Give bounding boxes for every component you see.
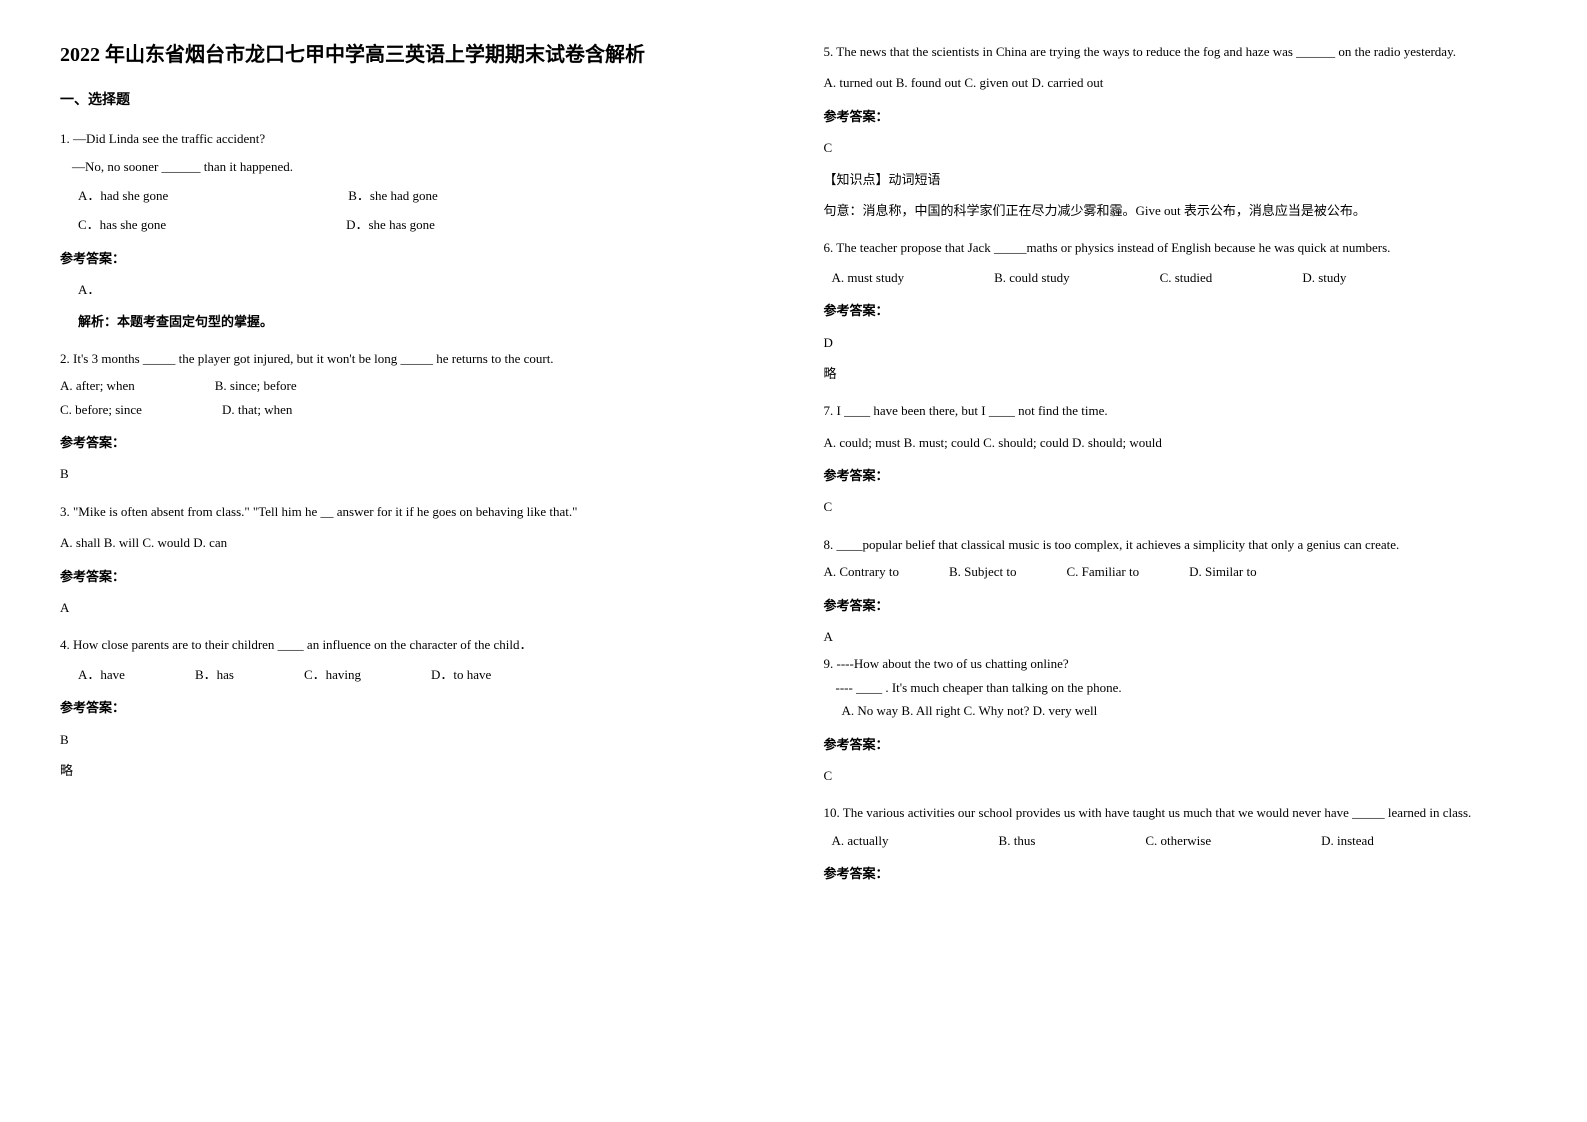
q4-optD: D．to have [431, 663, 491, 686]
q7-line1: 7. I ____ have been there, but I ____ no… [824, 399, 1528, 422]
q4-optA: A．have [78, 663, 125, 686]
q7-answer-label: 参考答案： [824, 464, 1528, 487]
q9-answer-label: 参考答案： [824, 733, 1528, 756]
q9-options: A. No way B. All right C. Why not? D. ve… [842, 699, 1528, 722]
q5-line1: 5. The news that the scientists in China… [824, 40, 1528, 63]
q4-optC: C．having [304, 663, 361, 686]
q8-answer-label: 参考答案： [824, 594, 1528, 617]
q6-optC: C. studied [1160, 266, 1213, 289]
q6-line1: 6. The teacher propose that Jack _____ma… [824, 236, 1528, 259]
q6-optA: A. must study [832, 266, 905, 289]
q9-answer: C [824, 764, 1528, 787]
q6-optB: B. could study [994, 266, 1069, 289]
q8-answer: A [824, 625, 1528, 648]
q6-note: 略 [824, 362, 1528, 385]
q1-line2: —No, no sooner ______ than it happened. [72, 155, 764, 178]
q2-optD: D. that; when [222, 398, 292, 421]
q5-kp: 【知识点】动词短语 [824, 168, 1528, 191]
q8-line1: 8. ____popular belief that classical mus… [824, 533, 1528, 556]
q8-optC: C. Familiar to [1067, 560, 1140, 583]
q10-optA: A. actually [832, 829, 889, 852]
q6-optD: D. study [1302, 266, 1346, 289]
q1-answer-label: 参考答案： [60, 247, 764, 270]
q10-optB: B. thus [999, 829, 1036, 852]
q5-answer: C [824, 136, 1528, 159]
q3-options: A. shall B. will C. would D. can [60, 531, 764, 554]
q8-optA: A. Contrary to [824, 560, 899, 583]
q5-options: A. turned out B. found out C. given out … [824, 71, 1528, 94]
section-heading: 一、选择题 [60, 88, 764, 113]
q4-optB: B．has [195, 663, 234, 686]
q9-line1: 9. ----How about the two of us chatting … [824, 652, 1528, 675]
q9-line2: ---- ____ . It's much cheaper than talki… [836, 676, 1528, 699]
q4-line1: 4. How close parents are to their childr… [60, 633, 764, 656]
q2-optC: C. before; since [60, 398, 142, 421]
q3-answer-label: 参考答案： [60, 565, 764, 588]
q2-optB: B. since; before [215, 374, 297, 397]
q1-line1: 1. —Did Linda see the traffic accident? [60, 127, 764, 150]
q3-answer: A [60, 596, 764, 619]
q1-optC: C．has she gone [78, 213, 166, 236]
q3-line1: 3. "Mike is often absent from class." "T… [60, 500, 764, 523]
q7-answer: C [824, 495, 1528, 518]
left-column: 2022 年山东省烟台市龙口七甲中学高三英语上学期期末试卷含解析 一、选择题 1… [60, 40, 764, 1082]
exam-title: 2022 年山东省烟台市龙口七甲中学高三英语上学期期末试卷含解析 [60, 40, 764, 70]
q10-optD: D. instead [1321, 829, 1374, 852]
q6-answer-label: 参考答案： [824, 299, 1528, 322]
q2-optA: A. after; when [60, 374, 135, 397]
right-column: 5. The news that the scientists in China… [824, 40, 1528, 1082]
q1-explain: 解析：本题考查固定句型的掌握。 [78, 314, 273, 329]
q10-answer-label: 参考答案： [824, 862, 1528, 885]
q6-answer: D [824, 331, 1528, 354]
q4-answer-label: 参考答案： [60, 696, 764, 719]
q8-optB: B. Subject to [949, 560, 1017, 583]
q1-optB: B．she had gone [348, 184, 438, 207]
q8-optD: D. Similar to [1189, 560, 1257, 583]
q10-line1: 10. The various activities our school pr… [824, 801, 1528, 824]
q2-answer-label: 参考答案： [60, 431, 764, 454]
q4-note: 略 [60, 759, 764, 782]
q2-line1: 2. It's 3 months _____ the player got in… [60, 347, 764, 370]
q1-optA: A．had she gone [78, 184, 168, 207]
q5-answer-label: 参考答案： [824, 105, 1528, 128]
q1-optD: D．she has gone [346, 213, 435, 236]
q2-answer: B [60, 462, 764, 485]
q5-explain: 句意：消息称，中国的科学家们正在尽力减少雾和霾。Give out 表示公布，消息… [824, 199, 1528, 222]
q4-answer: B [60, 728, 764, 751]
q7-options: A. could; must B. must; could C. should;… [824, 431, 1528, 454]
q10-optC: C. otherwise [1145, 829, 1211, 852]
q1-answer: A． [78, 278, 764, 301]
